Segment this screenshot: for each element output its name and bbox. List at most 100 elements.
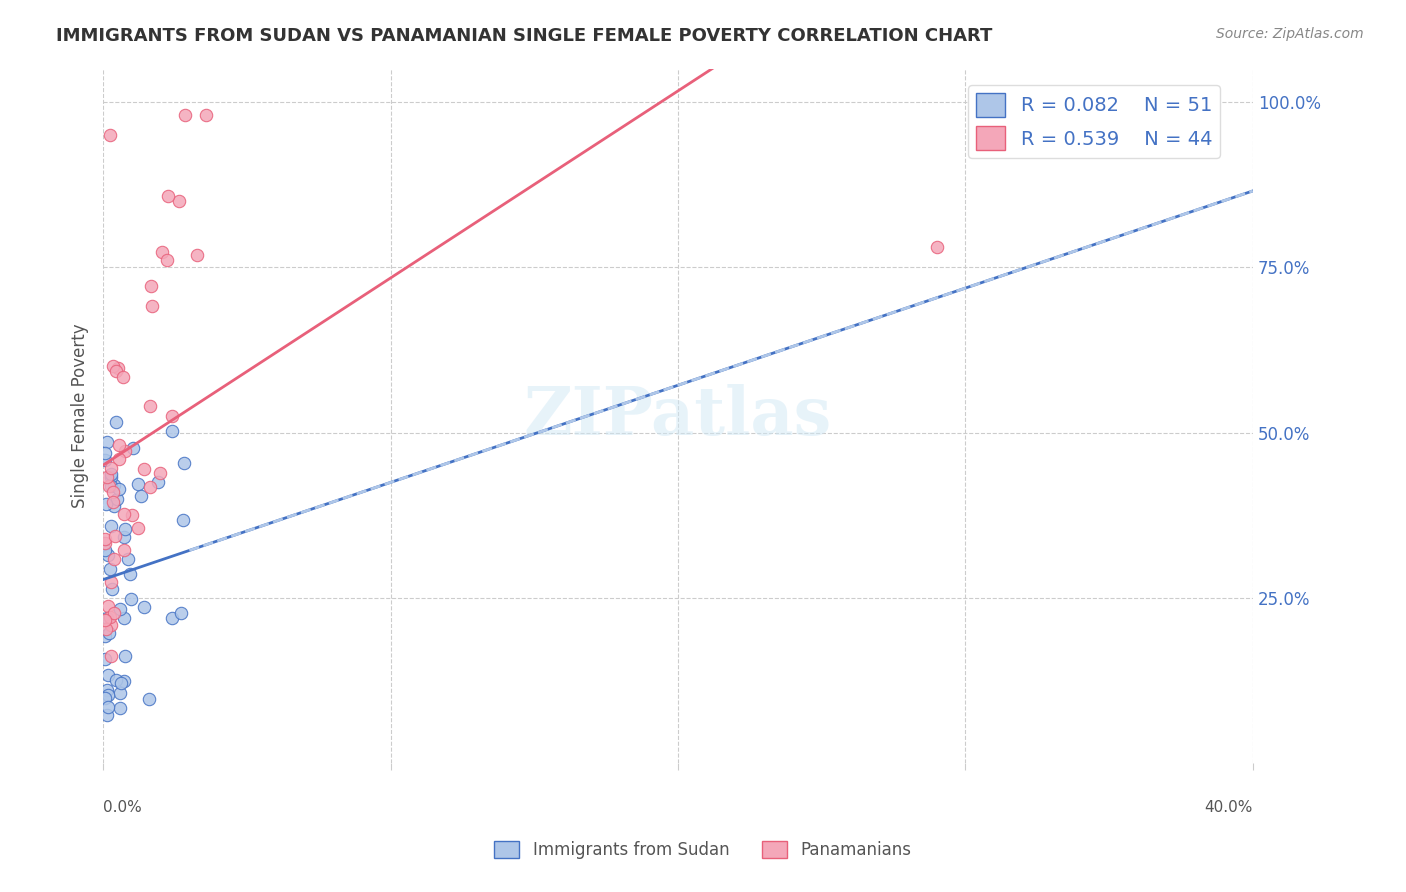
Point [141, 299, 163, 313]
Point [108, 482, 131, 496]
Point [112, 543, 135, 558]
Point [186, 247, 208, 261]
Point [112, 673, 135, 688]
Point [112, 611, 135, 625]
Point [118, 567, 141, 582]
Point [97, 700, 120, 714]
Point [97, 626, 120, 640]
Point [114, 523, 136, 537]
Text: 0.0%: 0.0% [103, 800, 142, 815]
Point [100, 618, 122, 632]
Point [111, 370, 134, 384]
Point [139, 279, 162, 293]
Point [96, 470, 118, 484]
Point [150, 244, 173, 259]
Point [134, 600, 156, 615]
Point [93, 532, 115, 546]
Point [94, 445, 117, 459]
Point [97, 548, 120, 562]
Point [173, 456, 195, 470]
Point [100, 467, 122, 481]
Point [98, 610, 121, 624]
Point [93, 542, 115, 557]
Point [114, 648, 136, 663]
Point [105, 415, 128, 429]
Point [101, 495, 124, 509]
Point [94, 535, 117, 549]
Legend: Immigrants from Sudan, Panamanians: Immigrants from Sudan, Panamanians [488, 834, 918, 866]
Point [100, 575, 122, 590]
Point [169, 606, 191, 620]
Point [132, 462, 155, 476]
Point [138, 692, 160, 706]
Point [100, 461, 122, 475]
Point [156, 252, 179, 267]
Point [172, 513, 194, 527]
Point [100, 649, 122, 664]
Point [103, 485, 125, 500]
Point [97, 667, 120, 681]
Point [93, 651, 115, 665]
Point [149, 466, 172, 480]
Point [120, 591, 142, 606]
Point [104, 529, 127, 543]
Point [103, 499, 125, 513]
Point [103, 478, 125, 492]
Point [96, 708, 118, 723]
Point [157, 189, 180, 203]
Point [100, 479, 122, 493]
Point [108, 452, 131, 467]
Point [107, 438, 129, 452]
Point [128, 477, 150, 491]
Point [108, 602, 131, 616]
Point [117, 552, 139, 566]
Y-axis label: Single Female Poverty: Single Female Poverty [72, 324, 89, 508]
Point [103, 606, 125, 620]
Point [93, 613, 115, 627]
Point [100, 519, 122, 533]
Point [127, 521, 149, 535]
Point [93, 453, 115, 467]
Point [101, 359, 124, 373]
Point [105, 491, 128, 506]
Point [97, 688, 120, 702]
Point [93, 629, 115, 643]
Point [139, 480, 162, 494]
Legend: R = 0.082    N = 51, R = 0.539    N = 44: R = 0.082 N = 51, R = 0.539 N = 44 [969, 86, 1220, 158]
Point [93, 691, 115, 706]
Point [96, 611, 118, 625]
Text: 40.0%: 40.0% [1205, 800, 1253, 815]
Point [94, 498, 117, 512]
Point [160, 611, 183, 625]
Point [139, 399, 162, 413]
Point [110, 686, 132, 700]
Point [103, 552, 125, 566]
Point [174, 108, 197, 122]
Point [148, 475, 170, 490]
Point [105, 364, 128, 378]
Point [105, 673, 128, 688]
Point [98, 479, 121, 493]
Point [100, 470, 122, 484]
Point [925, 240, 948, 254]
Point [160, 409, 183, 424]
Text: IMMIGRANTS FROM SUDAN VS PANAMANIAN SINGLE FEMALE POVERTY CORRELATION CHART: IMMIGRANTS FROM SUDAN VS PANAMANIAN SING… [56, 27, 993, 45]
Point [129, 489, 152, 503]
Point [108, 701, 131, 715]
Point [97, 599, 120, 613]
Point [107, 360, 129, 375]
Point [96, 683, 118, 698]
Point [162, 424, 184, 438]
Point [110, 676, 132, 690]
Point [169, 194, 191, 208]
Point [114, 444, 136, 458]
Point [96, 622, 118, 636]
Point [100, 582, 122, 596]
Point [96, 435, 118, 450]
Point [98, 128, 121, 142]
Point [121, 508, 143, 522]
Point [112, 507, 135, 521]
Point [98, 562, 121, 576]
Text: ZIPatlas: ZIPatlas [524, 384, 832, 449]
Point [194, 108, 217, 122]
